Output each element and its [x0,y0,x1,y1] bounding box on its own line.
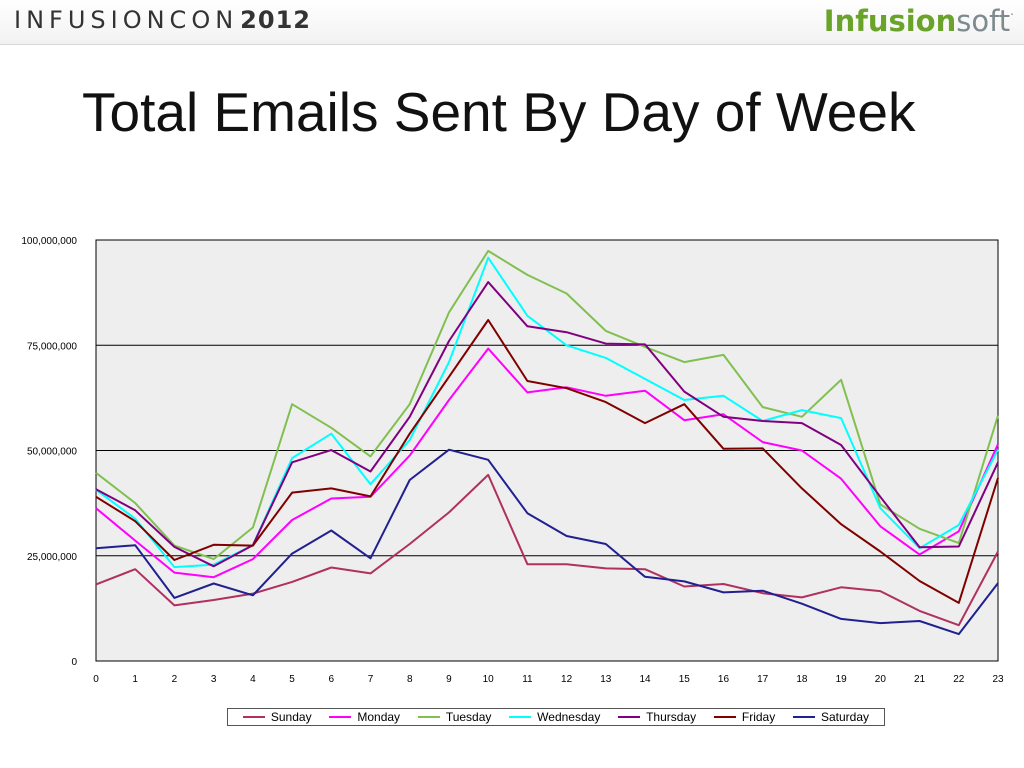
series-line-friday [95,319,999,604]
x-tick-label: 9 [446,674,452,685]
slide-title: Total Emails Sent By Day of Week [82,81,916,143]
legend-label: Wednesday [537,710,601,724]
legend-swatch [793,716,815,718]
x-tick-label: 0 [93,674,99,685]
x-tick-label: 4 [250,674,256,685]
legend-label: Tuesday [445,710,492,724]
x-tick-label: 18 [796,674,808,685]
legend-label: Friday [741,710,776,724]
brand-primary: Infusion [823,4,957,38]
x-tick-label: 23 [992,674,1004,685]
x-tick-label: 6 [329,674,335,685]
chart-legend: Sunday Monday Tuesday Wednesday Thursday Frid… [227,708,885,726]
x-tick-label: 21 [914,674,926,685]
brand-dot: . [1010,4,1014,18]
legend-swatch [509,716,532,718]
legend-swatch [329,716,352,718]
series-line-saturday [95,448,999,636]
event-year: 2012 [240,6,311,34]
x-tick-label: 20 [875,674,887,685]
event-name: INFUSIONCON [14,6,239,34]
x-tick-label: 12 [561,674,573,685]
legend-item-monday: Monday [329,710,400,724]
legend-label: Saturday [821,710,870,724]
legend-label: Thursday [646,710,697,724]
legend-swatch [618,716,641,718]
x-tick-label: 19 [836,674,848,685]
legend-item-saturday: Saturday [793,710,869,724]
x-tick-label: 14 [639,674,651,685]
brand-logo: Infusionsoft. [824,4,1014,38]
series-line-sunday [95,473,999,627]
legend-item-sunday: Sunday [242,710,312,724]
y-tick-label: 50,000,000 [27,447,77,458]
legend-label: Monday [357,710,401,724]
legend-item-tuesday: Tuesday [417,710,492,724]
x-tick-label: 7 [368,674,374,685]
x-tick-label: 8 [407,674,413,685]
legend-item-thursday: Thursday [618,710,696,724]
x-tick-label: 22 [953,674,965,685]
series-line-monday [95,347,999,579]
x-tick-label: 10 [483,674,495,685]
header-bar: INFUSIONCON2012 Infusionsoft. [0,0,1024,45]
series-line-tuesday [95,249,999,561]
x-tick-label: 11 [522,674,533,685]
line-chart: 0 25,000,000 50,000,000 75,000,000 100,000,0… [21,236,1004,685]
x-tick-label: 3 [211,674,217,685]
x-tick-label: 13 [600,674,612,685]
legend-item-wednesday: Wednesday [509,710,600,724]
legend-swatch [417,716,440,718]
x-tick-label: 16 [718,674,730,685]
x-tick-label: 15 [679,674,691,685]
y-tick-label: 75,000,000 [27,341,77,352]
legend-swatch [242,716,265,718]
y-tick-label: 25,000,000 [27,552,77,563]
x-tick-label: 1 [132,674,138,685]
brand-secondary: soft [956,4,1011,38]
legend-swatch [713,716,736,718]
x-tick-label: 17 [757,674,769,685]
x-tick-label: 5 [289,674,295,685]
series-line-thursday [95,281,999,568]
legend-label: Sunday [270,710,312,724]
y-tick-label: 100,000,000 [21,236,77,247]
y-tick-label: 0 [71,657,77,668]
x-tick-label: 2 [172,674,178,685]
event-logo: INFUSIONCON2012 [14,6,311,34]
legend-item-friday: Friday [713,710,776,724]
